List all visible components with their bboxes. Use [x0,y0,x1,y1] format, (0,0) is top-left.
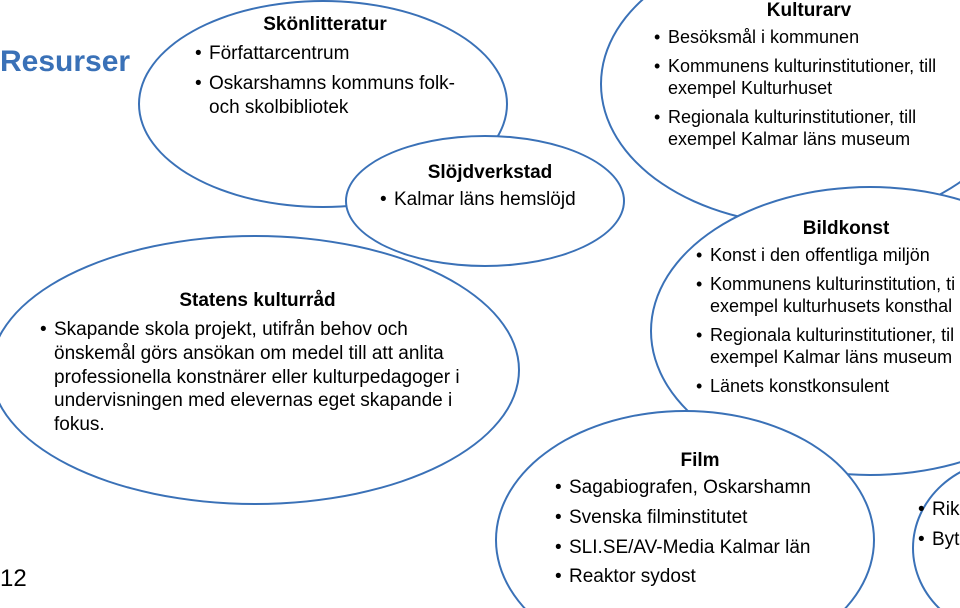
statens-heading: Statens kulturråd [40,290,475,312]
kulturarv-item: Regionala kulturinstitutioner, till exem… [654,106,960,151]
slojd-heading: Slöjdverkstad [380,162,600,184]
film-item: SLI.SE/AV-Media Kalmar län [555,536,845,560]
film-item: Reaktor sydost [555,565,845,589]
film-content: Film Sagabiografen, Oskarshamn Svenska f… [555,450,845,595]
bildkonst-heading: Bildkonst [696,218,960,240]
diagram-stage: Resurser 12 Skönlitteratur Författarcent… [0,0,960,608]
skonlitteratur-item: Oskarshamns kommuns folk- och skolbiblio… [195,72,455,120]
bildkonst-item: Kommunens kulturinstitution, ti exempel … [696,273,960,318]
extra-item: Rikste [918,498,960,522]
page-title: Resurser [0,45,130,79]
kulturarv-content: Kulturarv Besöksmål i kommunen Kommunens… [654,0,960,157]
page-number: 12 [0,565,27,593]
bildkonst-content: Bildkonst Konst i den offentliga miljön … [696,218,960,403]
slojd-item: Kalmar läns hemslöjd [380,188,600,212]
slojd-content: Slöjdverkstad Kalmar läns hemslöjd [380,162,600,218]
skonlitteratur-content: Skönlitteratur Författarcentrum Oskarsha… [195,14,455,125]
skonlitteratur-heading: Skönlitteratur [195,14,455,36]
kulturarv-item: Besöksmål i kommunen [654,26,960,49]
bildkonst-item: Länets konstkonsulent [696,375,960,398]
statens-content: Statens kulturråd Skapande skola projekt… [40,290,475,443]
skonlitteratur-item: Författarcentrum [195,42,455,66]
kulturarv-item: Kommunens kulturinstitutioner, till exem… [654,55,960,100]
kulturarv-heading: Kulturarv [654,0,960,22]
extra-item: Bytea [918,528,960,552]
bildkonst-item: Konst i den offentliga miljön [696,244,960,267]
film-item: Svenska filminstitutet [555,506,845,530]
film-heading: Film [555,450,845,472]
bildkonst-item: Regionala kulturinstitutioner, til exemp… [696,324,960,369]
extra-content: Rikste Bytea [918,498,960,558]
statens-body: Skapande skola projekt, utifrån behov oc… [40,318,475,437]
film-item: Sagabiografen, Oskarshamn [555,476,845,500]
